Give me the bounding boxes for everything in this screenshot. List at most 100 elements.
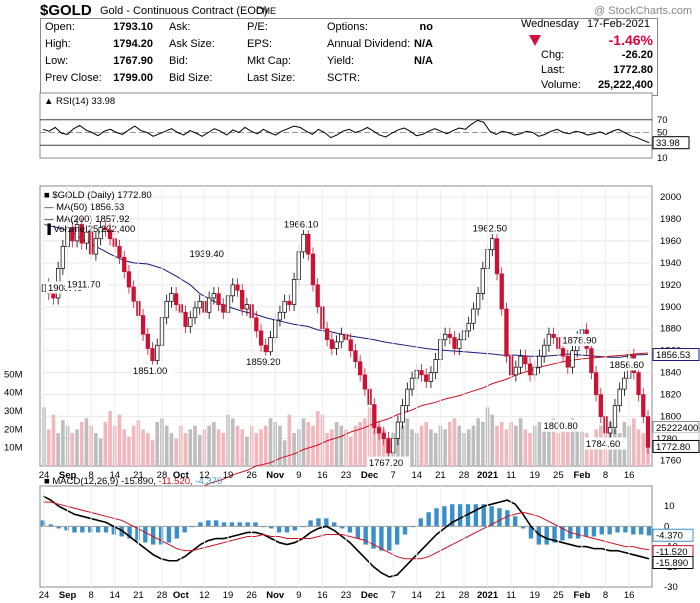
price-panel: 2000198019601940192019001880186018401820… xyxy=(4,185,700,500)
candle-body xyxy=(103,227,108,231)
x-tick-label: 14 xyxy=(411,590,422,601)
macd-histogram-bar xyxy=(505,510,510,527)
x-tick-label: 7 xyxy=(391,590,396,601)
macd-histogram-bar xyxy=(363,526,368,545)
x-tick-label: 28 xyxy=(157,590,168,601)
annotation-bg xyxy=(470,222,514,235)
volume-bar xyxy=(547,425,551,466)
volume-bar xyxy=(358,422,362,466)
volume-tick-label: 40M xyxy=(4,388,23,399)
macd-histogram-bar xyxy=(150,526,156,545)
price-annotation: 1767.20 xyxy=(369,458,403,469)
rsi-tick-label: 50 xyxy=(657,128,668,139)
volume-bar xyxy=(495,425,499,466)
price-annotation: 1911.70 xyxy=(67,279,101,290)
annotation-bg xyxy=(366,456,411,469)
candle-body xyxy=(60,246,66,269)
macd-histogram-bar xyxy=(56,526,61,529)
x-tick-label: 12 xyxy=(199,470,210,481)
percent-change: -1.46% xyxy=(608,32,653,48)
candle-body xyxy=(339,333,344,343)
volume-bar xyxy=(122,429,127,466)
date-value: 17-Feb-2021 xyxy=(587,18,650,30)
macd-histogram-bar xyxy=(599,526,604,535)
candle-body xyxy=(140,315,146,335)
rsi-last-label: 33.98 xyxy=(656,138,680,149)
candle-body xyxy=(324,328,330,341)
macd-legend-hist: -4.370 xyxy=(195,476,222,487)
candle-body xyxy=(240,289,245,310)
last-price-right-label: 1772.80 xyxy=(656,442,690,453)
macd-histogram-bar xyxy=(143,526,148,543)
macd-histogram-bar xyxy=(182,526,187,533)
volume-bar xyxy=(240,429,244,466)
mkt-cap-label: Mkt Cap: xyxy=(247,55,292,67)
macd-legend-macd: -15.890, xyxy=(121,476,159,487)
volume-bar xyxy=(282,440,287,466)
x-tick-label: 21 xyxy=(133,590,144,601)
annotation-bg xyxy=(244,355,288,368)
candle-body xyxy=(617,388,622,406)
volume-bar xyxy=(79,422,84,466)
volume-bar xyxy=(61,420,65,466)
volume-bar xyxy=(164,425,169,466)
macd-histogram-bar xyxy=(560,526,565,541)
rsi-last-box xyxy=(652,136,690,150)
macd-histogram-bar xyxy=(316,518,321,527)
volume-bar xyxy=(278,425,282,466)
candle-body xyxy=(145,333,150,349)
price-annotation: 1939.40 xyxy=(190,249,224,260)
volume-bar xyxy=(146,433,150,466)
macd-last-box xyxy=(652,555,694,569)
rsi-tick-label: 70 xyxy=(657,115,668,126)
contract-name: Gold - Continuous Contract (EOD) xyxy=(100,5,268,17)
candle-body xyxy=(598,394,603,417)
volume-bar xyxy=(405,418,410,466)
volume-bar xyxy=(353,425,358,466)
x-tick-label: Feb xyxy=(573,590,590,601)
macd-last-label: -11.520 xyxy=(656,547,688,558)
macd-histogram-bar xyxy=(544,526,549,545)
volume-legend: ▐ Volume 25,222,400 xyxy=(44,223,135,235)
candle-body xyxy=(230,284,235,297)
price-tick-label: 1980 xyxy=(660,214,681,225)
macd-histogram-bar xyxy=(64,526,69,531)
volume-bar xyxy=(51,414,56,466)
annotation-bg xyxy=(64,277,109,290)
volume-bar xyxy=(94,433,98,466)
volume-bar xyxy=(617,433,622,466)
candle-body xyxy=(329,339,334,349)
last-label: Last: xyxy=(541,64,565,76)
candle-body xyxy=(235,284,240,291)
candle-body xyxy=(542,344,547,357)
volume-bar xyxy=(141,429,145,466)
volume-bar xyxy=(287,414,292,466)
volume-bar xyxy=(75,429,79,466)
candle-body xyxy=(188,317,193,327)
candle-body xyxy=(150,348,155,361)
candle-body xyxy=(334,341,339,349)
volume-bar xyxy=(263,425,268,466)
candle-body xyxy=(570,350,575,368)
last-value: 1772.80 xyxy=(613,64,653,76)
macd-histogram-bar xyxy=(158,526,164,545)
volume-bar xyxy=(212,422,216,466)
volume-bar xyxy=(457,425,462,466)
candle-body xyxy=(622,377,627,390)
macd-histogram-bar xyxy=(623,526,628,533)
macd-histogram-bar xyxy=(276,526,282,533)
candle-body xyxy=(537,355,542,368)
macd-histogram-bar xyxy=(127,526,132,539)
x-tick-label: Dec xyxy=(361,590,378,601)
candle-body xyxy=(499,273,504,310)
candle-body xyxy=(381,432,386,439)
candle-body xyxy=(117,246,122,258)
candle-body xyxy=(395,421,401,439)
x-tick-label: 24 xyxy=(39,470,50,481)
stockcharts-credit[interactable]: @ StockCharts.com xyxy=(594,5,692,17)
x-tick-label: 14 xyxy=(411,470,422,481)
x-tick-label: 28 xyxy=(459,470,470,481)
candle-body xyxy=(527,363,533,376)
volume-bar xyxy=(452,418,457,466)
